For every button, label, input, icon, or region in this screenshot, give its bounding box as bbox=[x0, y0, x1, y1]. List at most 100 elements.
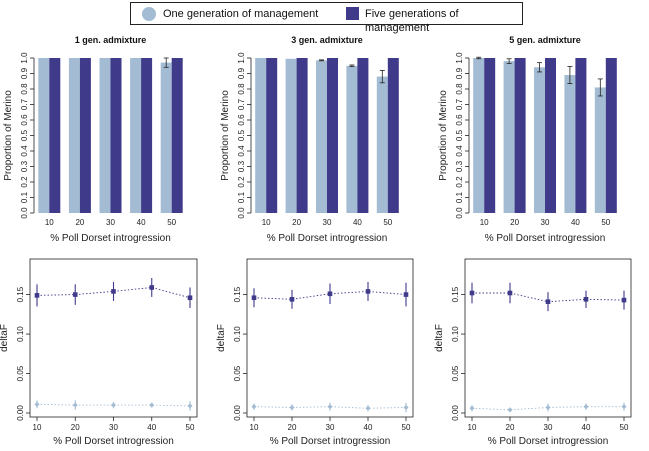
x-tick-label: 20 bbox=[75, 218, 84, 227]
x-tick-label: 50 bbox=[620, 423, 629, 432]
legend-one-gen-marker bbox=[142, 7, 156, 21]
series-line-five-generations bbox=[253, 290, 407, 300]
panel-title: 1 gen. admixture bbox=[75, 35, 147, 45]
x-tick-label: 10 bbox=[33, 423, 42, 432]
y-axis-label: Proportion of Merino bbox=[220, 90, 231, 181]
y-tick-label: 0.5 bbox=[455, 129, 464, 141]
y-tick-label: 0.2 bbox=[237, 176, 246, 188]
point-five-generations bbox=[403, 292, 409, 297]
y-tick-label: 0.4 bbox=[455, 145, 464, 157]
panel-title: 3 gen. admixture bbox=[291, 35, 363, 45]
x-tick-label: 40 bbox=[137, 218, 146, 227]
y-tick-label: 0.5 bbox=[237, 129, 246, 141]
point-five-generations bbox=[251, 295, 257, 301]
y-tick-label: 0.10 bbox=[451, 326, 460, 342]
bar-one-generation bbox=[285, 58, 297, 214]
x-axis-label: % Poll Dorset introgression bbox=[267, 233, 388, 244]
y-tick-label: 0.00 bbox=[233, 405, 242, 421]
bar-one-generation bbox=[376, 76, 388, 213]
point-five-generations bbox=[34, 293, 40, 298]
y-tick-label: 0.6 bbox=[237, 114, 246, 126]
x-tick-label: 20 bbox=[506, 423, 515, 432]
y-tick-label: 0.8 bbox=[20, 83, 29, 95]
y-tick-label: 0.9 bbox=[237, 67, 246, 79]
legend-five-gen-marker bbox=[346, 7, 359, 20]
y-tick-label: 0.2 bbox=[455, 176, 464, 188]
bar-one-generation bbox=[503, 61, 515, 213]
x-axis-label: % Poll Dorset introgression bbox=[50, 233, 171, 244]
y-tick-label: 0.4 bbox=[237, 145, 246, 157]
y-tick-label: 0.8 bbox=[237, 83, 246, 95]
y-axis-label: deltaF bbox=[0, 324, 10, 352]
x-tick-label: 30 bbox=[541, 218, 550, 227]
y-tick-label: 0.10 bbox=[16, 326, 25, 342]
y-tick-label: 0.2 bbox=[20, 176, 29, 188]
bar-five-generations bbox=[296, 58, 308, 213]
point-five-generations bbox=[621, 297, 627, 303]
x-tick-label: 20 bbox=[510, 218, 519, 227]
bar-one-generation bbox=[346, 65, 358, 213]
series-line-one-generation bbox=[36, 403, 191, 407]
legend-five-gen-label: Five generations of management bbox=[365, 8, 459, 34]
plot-frame bbox=[246, 258, 414, 418]
y-tick-label: 0.5 bbox=[20, 129, 29, 141]
x-tick-label: 50 bbox=[402, 423, 411, 432]
x-tick-label: 10 bbox=[45, 218, 54, 227]
y-tick-label: 0.05 bbox=[451, 365, 460, 381]
x-tick-label: 20 bbox=[288, 423, 297, 432]
y-tick-label: 0.0 bbox=[237, 207, 246, 219]
y-tick-label: 0.0 bbox=[20, 207, 29, 219]
y-tick-label: 0.6 bbox=[20, 114, 29, 126]
x-tick-label: 30 bbox=[106, 218, 115, 227]
point-five-generations bbox=[149, 285, 155, 290]
point-one-generation bbox=[149, 402, 155, 408]
y-tick-label: 0.0 bbox=[455, 207, 464, 219]
bar-five-generations bbox=[484, 58, 496, 213]
point-one-generation bbox=[403, 404, 409, 411]
y-tick-label: 0.3 bbox=[455, 160, 464, 172]
x-tick-label: 40 bbox=[571, 218, 580, 227]
point-five-generations bbox=[469, 290, 475, 296]
point-one-generation bbox=[187, 403, 193, 409]
bar-one-generation bbox=[68, 58, 80, 213]
bar-five-generations bbox=[110, 58, 122, 213]
x-tick-label: 50 bbox=[601, 218, 610, 227]
legend-one-gen-label: One generation of management bbox=[163, 8, 319, 20]
point-one-generation bbox=[110, 402, 117, 408]
y-tick-label: 0.1 bbox=[20, 191, 29, 203]
y-tick-label: 0.7 bbox=[20, 98, 29, 110]
bar-five-generations bbox=[141, 58, 153, 213]
x-tick-label: 30 bbox=[544, 423, 553, 432]
y-tick-label: 0.15 bbox=[233, 286, 242, 302]
y-tick-label: 0.15 bbox=[451, 286, 460, 302]
point-one-generation bbox=[365, 405, 371, 411]
x-axis-label: % Poll Dorset introgression bbox=[485, 233, 606, 244]
point-five-generations bbox=[187, 295, 193, 301]
bar-five-generations bbox=[575, 58, 587, 213]
x-tick-label: 50 bbox=[383, 218, 392, 227]
bar-five-generations bbox=[266, 58, 278, 213]
point-one-generation bbox=[327, 404, 333, 410]
point-one-generation bbox=[251, 404, 257, 410]
bar-five-generations bbox=[171, 58, 183, 213]
x-tick-label: 40 bbox=[353, 218, 362, 227]
y-tick-label: 0.9 bbox=[20, 67, 29, 79]
y-tick-label: 0.8 bbox=[455, 83, 464, 95]
y-tick-label: 1.0 bbox=[455, 52, 464, 64]
bar-five-generations bbox=[79, 58, 91, 213]
point-one-generation bbox=[469, 405, 475, 411]
x-tick-label: 20 bbox=[292, 218, 301, 227]
x-tick-label: 40 bbox=[147, 423, 156, 432]
x-tick-label: 40 bbox=[582, 423, 591, 432]
point-one-generation bbox=[621, 404, 627, 410]
x-axis-label: % Poll Dorset introgression bbox=[270, 436, 391, 447]
y-tick-label: 1.0 bbox=[20, 52, 29, 64]
bar-one-generation bbox=[160, 62, 172, 214]
point-one-generation bbox=[545, 404, 551, 411]
point-five-generations bbox=[111, 289, 116, 294]
y-tick-label: 0.05 bbox=[233, 365, 242, 381]
legend-box: One generation of management Five genera… bbox=[130, 2, 523, 34]
plot-frame bbox=[29, 258, 198, 418]
